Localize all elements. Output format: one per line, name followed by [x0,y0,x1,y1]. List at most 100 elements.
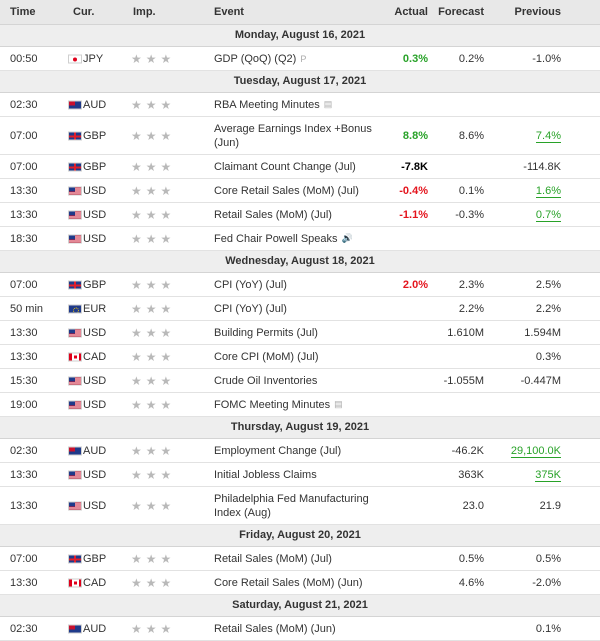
eu-flag-icon [68,304,82,313]
previous-value-text[interactable]: 7.4% [535,129,561,143]
event-label[interactable]: Fed Chair Powell Speaks [214,232,338,245]
previous-value: -114.8K [484,161,561,173]
forecast-value: 8.6% [458,129,484,142]
event-row[interactable]: 13:30 USD ★ ★ ★ Initial Jobless Claims 363K 375… [0,463,600,487]
previous-value-text[interactable]: 0.7% [535,208,561,222]
event-row[interactable]: 02:30 AUD ★ ★ ★ Retail Sales (MoM) (Jun) 0.1% [0,617,600,641]
event-row[interactable]: 07:00 GBP ★ ★ ★ Average Earnings Index +Bonus… [0,117,600,155]
star-icon: ★ [131,443,142,458]
star-icon: ★ [145,443,157,458]
event-row[interactable]: 07:00 GBP ★ ★ ★ Claimant Count Change (Jul) -7… [0,155,600,179]
event-label[interactable]: Average Earnings Index +Bonus (Jun) [214,122,372,149]
header-previous[interactable]: Previous [514,6,561,18]
previous-value-text[interactable]: 29,100.0K [510,444,561,458]
header-actual[interactable]: Actual [394,6,428,18]
previous-value: 2.2% [484,303,561,315]
event-label[interactable]: Building Permits (Jul) [214,326,318,339]
event-label[interactable]: Claimant Count Change (Jul) [214,160,356,173]
event-label[interactable]: Retail Sales (MoM) (Jul) [214,208,332,221]
event-row[interactable]: 07:00 GBP ★ ★ ★ CPI (YoY) (Jul) 2.0% 2.3% 2.5% [0,273,600,297]
event-name[interactable]: FOMC Meeting Minutes ▤ [210,398,388,412]
event-label[interactable]: CPI (YoY) (Jul) [214,302,287,315]
event-currency: USD [60,327,130,339]
event-label[interactable]: Core Retail Sales (MoM) (Jun) [214,576,363,589]
event-label[interactable]: Core CPI (MoM) (Jul) [214,350,319,363]
event-row[interactable]: 13:30 USD ★ ★ ★ Core Retail Sales (MoM) (Jul)… [0,179,600,203]
previous-value-text[interactable]: 1.6% [535,184,561,198]
event-row[interactable]: 02:30 AUD ★ ★ ★ Employment Change (Jul) -46.2K… [0,439,600,463]
event-currency: AUD [60,99,130,111]
event-name[interactable]: Retail Sales (MoM) (Jul) [210,552,388,566]
star-icon: ★ [160,443,172,458]
au-flag-icon [68,624,82,633]
star-icon: ★ [160,467,172,482]
event-name[interactable]: Retail Sales (MoM) (Jul) [210,208,388,222]
event-row[interactable]: 13:30 CAD ★ ★ ★ Core Retail Sales (MoM) (Jun)… [0,571,600,595]
event-name[interactable]: RBA Meeting Minutes ▤ [210,98,388,112]
event-name[interactable]: Core CPI (MoM) (Jul) [210,350,388,364]
event-name[interactable]: Initial Jobless Claims [210,468,388,482]
event-row[interactable]: 13:30 USD ★ ★ ★ Building Permits (Jul) 1.610M 1… [0,321,600,345]
event-time: 02:30 [10,622,38,635]
event-row[interactable]: 00:50 JPY ★ ★ ★ GDP (QoQ) (Q2) P 0.3% 0.2% -1.0% [0,47,600,71]
event-row[interactable]: 07:00 GBP ★ ★ ★ Retail Sales (MoM) (Jul) 0.5% 0… [0,547,600,571]
preliminary-icon: P [300,53,307,64]
previous-value: 375K [484,468,561,482]
event-label[interactable]: Retail Sales (MoM) (Jul) [214,552,332,565]
star-icon: ★ [145,277,157,292]
event-name[interactable]: Claimant Count Change (Jul) [210,160,388,174]
previous-value-text[interactable]: 375K [535,468,561,482]
star-icon: ★ [131,349,142,364]
event-currency: JPY [60,53,130,65]
event-time: 13:30 [10,468,38,481]
event-row[interactable]: 50 min EUR ★ ★ ★ CPI (YoY) (Jul) 2.2% 2.2% [0,297,600,321]
star-icon: ★ [145,349,157,364]
event-label[interactable]: FOMC Meeting Minutes [214,398,331,411]
event-currency: GBP [60,161,130,173]
au-flag-icon [68,446,82,455]
star-icon: ★ [160,325,172,340]
event-name[interactable]: Building Permits (Jul) [210,326,388,340]
event-name[interactable]: Philadelphia Fed Manufacturing Index (Au… [210,492,388,520]
event-label[interactable]: Core Retail Sales (MoM) (Jul) [214,184,359,197]
event-label[interactable]: Crude Oil Inventories [214,374,318,387]
event-label[interactable]: CPI (YoY) (Jul) [214,278,287,291]
event-time: 19:00 [10,398,38,411]
day-header: Monday, August 16, 2021 [0,25,600,47]
header-forecast[interactable]: Forecast [438,6,484,18]
event-name[interactable]: Average Earnings Index +Bonus (Jun) [210,122,388,150]
event-label[interactable]: RBA Meeting Minutes [214,98,320,111]
event-name[interactable]: Crude Oil Inventories [210,374,388,388]
event-row[interactable]: 18:30 USD ★ ★ ★ Fed Chair Powell Speaks 🔊 [0,227,600,251]
forecast-value: 4.6% [458,576,484,589]
event-label[interactable]: GDP (QoQ) (Q2) [214,52,297,65]
header-importance[interactable]: Imp. [133,6,156,18]
event-row[interactable]: 13:30 USD ★ ★ ★ Philadelphia Fed Manufacturin… [0,487,600,525]
event-name[interactable]: Core Retail Sales (MoM) (Jul) [210,184,388,198]
event-row[interactable]: 13:30 USD ★ ★ ★ Retail Sales (MoM) (Jul) -1.1%… [0,203,600,227]
event-row[interactable]: 19:00 USD ★ ★ ★ FOMC Meeting Minutes ▤ [0,393,600,417]
event-label[interactable]: Initial Jobless Claims [214,468,317,481]
header-time[interactable]: Time [10,6,36,18]
event-name[interactable]: Fed Chair Powell Speaks 🔊 [210,232,388,246]
star-icon: ★ [131,128,142,143]
header-event[interactable]: Event [214,6,244,18]
previous-value-text: -2.0% [532,576,561,589]
event-name[interactable]: CPI (YoY) (Jul) [210,278,388,292]
event-name[interactable]: Core Retail Sales (MoM) (Jun) [210,576,388,590]
star-icon: ★ [131,97,142,112]
event-name[interactable]: CPI (YoY) (Jul) [210,302,388,316]
star-icon: ★ [131,467,142,482]
event-label[interactable]: Philadelphia Fed Manufacturing Index (Au… [214,492,369,519]
event-label[interactable]: Retail Sales (MoM) (Jun) [214,622,336,635]
day-header: Thursday, August 19, 2021 [0,417,600,439]
event-row[interactable]: 02:30 AUD ★ ★ ★ RBA Meeting Minutes ▤ [0,93,600,117]
event-row[interactable]: 13:30 CAD ★ ★ ★ Core CPI (MoM) (Jul) 0.3% [0,345,600,369]
header-currency[interactable]: Cur. [73,6,95,18]
event-label[interactable]: Employment Change (Jul) [214,444,342,457]
event-row[interactable]: 15:30 USD ★ ★ ★ Crude Oil Inventories -1.055M -… [0,369,600,393]
event-name[interactable]: GDP (QoQ) (Q2) P [210,52,388,66]
previous-value: 1.594M [484,327,561,339]
event-name[interactable]: Employment Change (Jul) [210,444,388,458]
event-currency: GBP [60,130,130,142]
